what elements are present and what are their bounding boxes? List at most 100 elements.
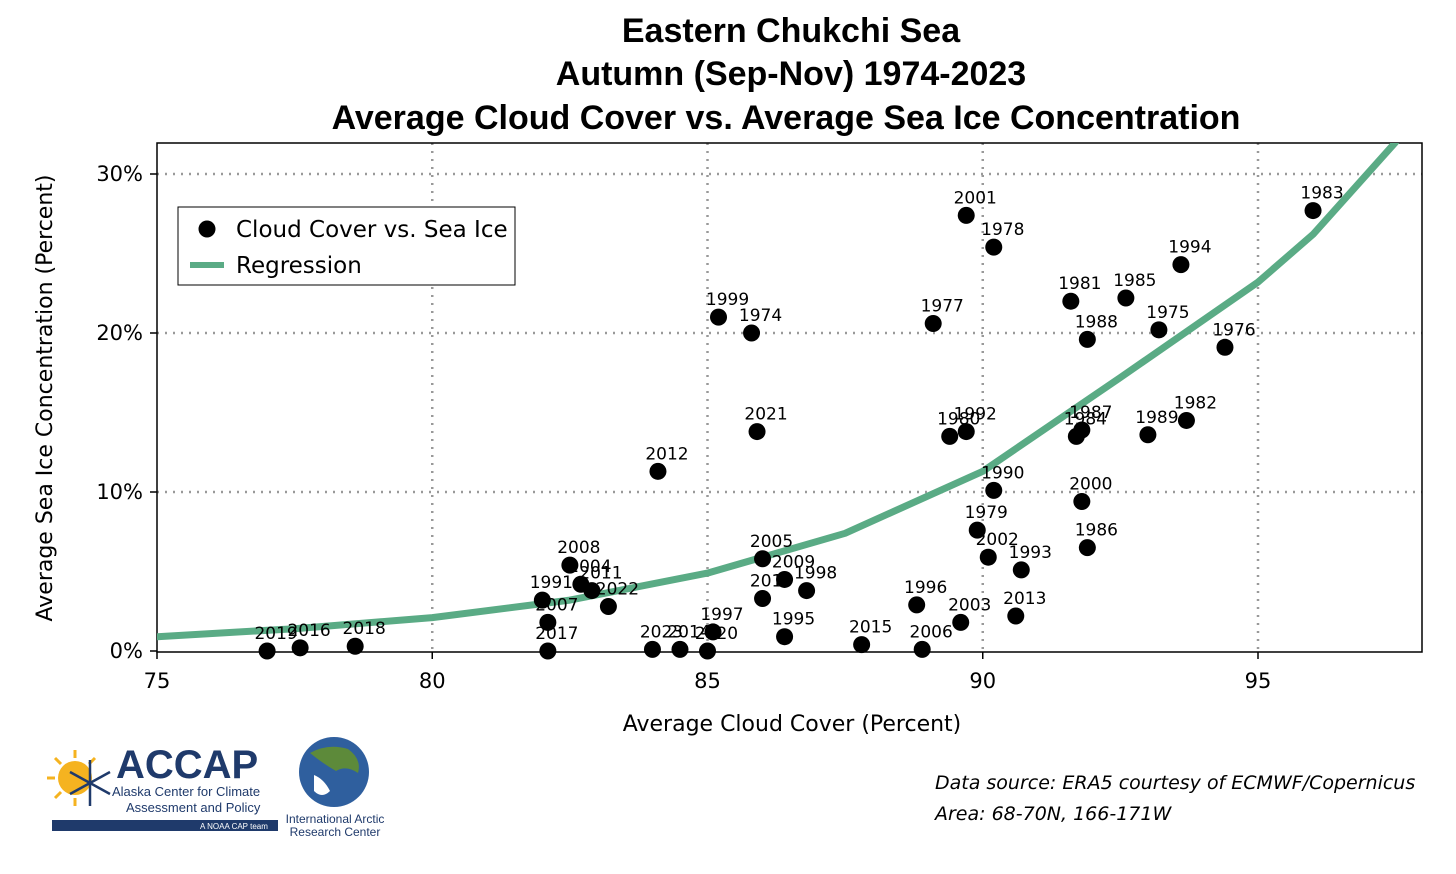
regression-curve: [157, 143, 1399, 641]
y-axis-label: Average Sea Ice Concentration (Percent): [33, 175, 58, 622]
data-point: [258, 642, 276, 660]
data-point: [643, 640, 661, 658]
legend-marker-points: [198, 220, 216, 238]
regression-line: [157, 143, 1399, 641]
data-point: [985, 481, 1003, 499]
y-tick-label: 30%: [96, 162, 143, 186]
accap-logo: ACCAP Alaska Center for Climate Assessme…: [30, 740, 280, 835]
data-point-label: 1984: [1064, 409, 1107, 429]
title-line-1: Eastern Chukchi Sea: [622, 12, 961, 50]
data-point-label: 1977: [921, 296, 964, 316]
title-line-2: Autumn (Sep-Nov) 1974-2023: [556, 55, 1026, 93]
legend-label-regression: Regression: [236, 253, 362, 279]
data-point: [1078, 539, 1096, 557]
data-point-label: 2009: [772, 552, 815, 572]
data-point-label: 2003: [948, 595, 991, 615]
data-point-label: 2007: [535, 595, 578, 615]
data-point: [539, 613, 557, 631]
data-point: [924, 314, 942, 332]
x-tick-label: 90: [969, 669, 996, 693]
x-tick-label: 75: [144, 669, 171, 693]
data-point-label: 2013: [1003, 589, 1046, 609]
data-point-label: 1974: [739, 306, 782, 326]
data-point-label: 1990: [981, 463, 1024, 483]
data-point-label: 1998: [794, 564, 837, 584]
data-point-label: 1989: [1135, 408, 1178, 428]
chart-title: Eastern Chukchi Sea Autumn (Sep-Nov) 197…: [332, 12, 1241, 137]
data-point: [748, 423, 766, 441]
iarc-line-2: Research Center: [290, 825, 381, 839]
data-point-label: 2018: [343, 619, 386, 639]
grid-lines: [157, 143, 1422, 652]
data-point-label: 2015: [849, 618, 892, 638]
data-point-label: 1976: [1212, 320, 1255, 340]
x-tick-label: 95: [1245, 669, 1272, 693]
data-point: [1216, 338, 1234, 356]
accap-name: ACCAP: [116, 743, 258, 787]
data-point-label: 1996: [904, 578, 947, 598]
data-point: [710, 308, 728, 326]
data-point-label: 1985: [1113, 271, 1156, 291]
data-point: [704, 623, 722, 641]
data-point-label: 1995: [772, 610, 815, 630]
data-point: [1139, 426, 1157, 444]
data-point-label: 1982: [1174, 393, 1217, 413]
data-point: [671, 640, 689, 658]
legend-label-points: Cloud Cover vs. Sea Ice: [236, 217, 508, 243]
data-point-label: 1988: [1075, 312, 1118, 332]
plot-area: [156, 142, 1423, 653]
data-point: [957, 206, 975, 224]
title-line-3: Average Cloud Cover vs. Average Sea Ice …: [332, 99, 1241, 137]
data-point-label: 1986: [1075, 521, 1118, 541]
data-point: [561, 556, 579, 574]
data-point-label: 1993: [1009, 543, 1052, 563]
axis-ticks: 75 80 85 90 95 0% 10% 20% 30%: [96, 162, 1271, 693]
data-point: [699, 642, 716, 660]
legend-box: [177, 206, 516, 286]
data-source-text: Data source: ERA5 courtesy of ECMWF/Cope…: [935, 772, 1416, 794]
data-point: [1073, 421, 1091, 439]
data-point: [979, 548, 997, 566]
sun-icon: [47, 750, 97, 806]
data-point: [1012, 561, 1030, 579]
data-point-label: 2021: [744, 405, 787, 425]
accap-tagline: A NOAA CAP team: [200, 822, 268, 831]
data-point-label: 2016: [287, 621, 330, 641]
data-point-label: 2002: [976, 530, 1019, 550]
data-point: [1007, 607, 1025, 625]
data-point: [1078, 330, 1096, 348]
data-point-label: 1975: [1146, 303, 1189, 323]
data-point: [1304, 202, 1322, 220]
data-point: [754, 550, 772, 568]
data-point-label: 1978: [981, 220, 1024, 240]
data-point-label: 1994: [1168, 238, 1211, 258]
data-point-label: 1992: [954, 405, 997, 425]
data-point-label: 2010: [750, 572, 793, 592]
data-point-label: 2001: [954, 188, 997, 208]
data-point: [649, 462, 667, 480]
x-tick-label: 80: [419, 669, 446, 693]
data-point-label: 2012: [645, 444, 688, 464]
accap-banner: [52, 820, 278, 831]
data-point-label: 2017: [535, 624, 578, 644]
data-point-label: 1997: [700, 605, 743, 625]
data-point-label: 2023: [640, 622, 683, 642]
data-point-label: 2014: [667, 622, 710, 642]
data-point-label: 1987: [1069, 403, 1112, 423]
y-tick-label: 10%: [96, 480, 143, 504]
data-point: [1062, 292, 1080, 310]
data-point-label: 2008: [557, 538, 600, 558]
iarc-line-1: International Arctic: [286, 812, 385, 826]
data-point: [913, 640, 931, 658]
legend: Cloud Cover vs. Sea Ice Regression: [177, 206, 516, 286]
y-tick-label: 20%: [96, 321, 143, 345]
data-point-label: 2022: [596, 579, 639, 599]
data-point: [346, 637, 364, 655]
data-point-label: 1999: [706, 290, 749, 310]
data-point: [776, 570, 794, 588]
data-point-label: 1991: [530, 573, 573, 593]
data-point-label: 1981: [1058, 274, 1101, 294]
data-point: [957, 423, 975, 441]
